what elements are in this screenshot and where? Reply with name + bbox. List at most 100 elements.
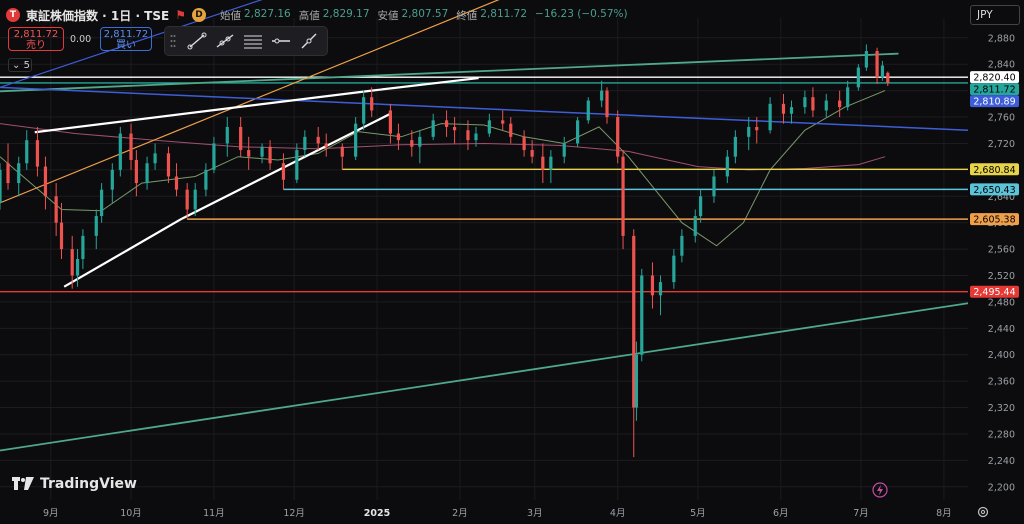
y-tick-label: 2,280 — [988, 429, 1015, 440]
candle-body — [803, 97, 807, 108]
candle-body — [875, 51, 879, 78]
ray-tool-icon[interactable] — [213, 31, 237, 51]
symbol-title[interactable]: 東証株価指数 · 1日 · TSE — [26, 8, 170, 23]
candle-body — [431, 120, 435, 137]
candle — [541, 143, 545, 184]
trend-line — [0, 86, 969, 131]
indicator-toggle[interactable]: ⌄ 5 — [8, 58, 32, 72]
candle-body — [134, 159, 138, 184]
candle — [880, 60, 885, 81]
candle — [575, 117, 580, 147]
candle — [153, 143, 157, 170]
candle-body — [204, 169, 208, 190]
horizontal-line-tool-icon[interactable] — [269, 31, 293, 51]
candle — [698, 189, 703, 223]
buy-label: 買い — [116, 40, 136, 51]
candle — [118, 126, 122, 177]
y-tick-label: 2,400 — [988, 350, 1015, 361]
currency-select[interactable]: JPY — [970, 5, 1020, 25]
candle-body — [54, 196, 58, 223]
price-tag-bg — [970, 71, 1019, 84]
candle-body — [487, 120, 491, 134]
candle-body — [838, 100, 842, 108]
candle-body — [174, 176, 179, 190]
candle — [616, 110, 620, 164]
candle-body — [586, 100, 590, 121]
x-tick-label: 5月 — [690, 508, 706, 519]
sell-price: 2,811.72 — [13, 29, 59, 40]
candle-body — [658, 282, 663, 296]
time-axis[interactable]: 9月 10月 11月 12月 2025 2月 3月 4月 5月 6月 7月 8月 — [43, 508, 952, 519]
candle — [634, 341, 639, 421]
candle — [75, 249, 80, 287]
candle-body — [600, 90, 604, 101]
candle-body — [129, 133, 133, 160]
grid — [0, 18, 968, 500]
candle — [185, 183, 189, 219]
lightning-icon[interactable] — [872, 482, 888, 498]
price-tag-label: 2,650.43 — [973, 185, 1015, 196]
candle — [725, 150, 729, 184]
candle-body — [530, 150, 534, 157]
candle — [388, 103, 393, 144]
candle-body — [824, 100, 828, 111]
sell-button[interactable]: 2,811.72 売り — [8, 27, 64, 51]
candle-body — [316, 136, 320, 144]
buy-button[interactable]: 2,811.72 買い — [100, 27, 152, 51]
candle — [418, 130, 422, 164]
candle-body — [856, 67, 860, 88]
candle-body — [153, 153, 157, 164]
candle-body — [94, 216, 98, 236]
y-tick-label: 2,720 — [988, 139, 1015, 150]
candle — [225, 117, 229, 157]
candle-body — [712, 176, 716, 197]
candle — [303, 130, 307, 157]
candle — [846, 80, 850, 111]
open-value: 2,827.16 — [243, 7, 291, 20]
trend-line — [63, 217, 183, 288]
change-value: −16.23 (−0.57%) — [535, 7, 628, 20]
candle — [70, 235, 74, 289]
candle-body — [303, 136, 307, 151]
x-tick-label: 10月 — [120, 508, 142, 519]
candle — [324, 133, 328, 157]
candle-body — [452, 126, 457, 131]
brush-tool-icon[interactable] — [297, 31, 321, 51]
high-value: 2,829.17 — [322, 7, 370, 20]
candle — [562, 136, 566, 164]
candle — [755, 117, 759, 144]
price-tag-label: 2,811.72 — [973, 85, 1015, 96]
candle — [444, 110, 449, 137]
candle — [174, 163, 179, 197]
candle — [856, 64, 860, 91]
x-tick-label: 4月 — [610, 508, 626, 519]
candle — [811, 87, 815, 118]
trend-line-tool-icon[interactable] — [185, 31, 209, 51]
y-tick-label: 2,760 — [988, 113, 1015, 124]
candle-body — [340, 146, 344, 157]
trend-line — [0, 0, 500, 204]
price-tags: 2,820.402,811.722,810.89 2,680.84 2,650.43… — [970, 71, 1019, 298]
y-tick-label: 2,440 — [988, 324, 1015, 335]
candle-body — [733, 136, 737, 157]
fib-tool-icon[interactable] — [241, 31, 265, 51]
gear-icon[interactable] — [976, 505, 990, 519]
close-value: 2,811.72 — [480, 7, 528, 20]
candle-body — [672, 255, 676, 283]
candle — [268, 140, 272, 170]
candle — [316, 126, 320, 151]
candle — [658, 275, 663, 316]
candle — [768, 97, 772, 134]
candle — [134, 150, 138, 197]
flag-icon[interactable]: ⚑ — [175, 8, 186, 22]
candle — [474, 126, 478, 147]
y-tick-label: 2,200 — [988, 482, 1015, 493]
tradingview-logo: TradingView — [12, 476, 137, 492]
x-tick-label: 7月 — [853, 508, 869, 519]
candle-body — [846, 87, 850, 108]
drag-handle-icon[interactable] — [170, 34, 176, 48]
candle — [875, 47, 879, 85]
candle-body — [17, 163, 21, 184]
tse-logo-icon: T — [6, 8, 20, 22]
